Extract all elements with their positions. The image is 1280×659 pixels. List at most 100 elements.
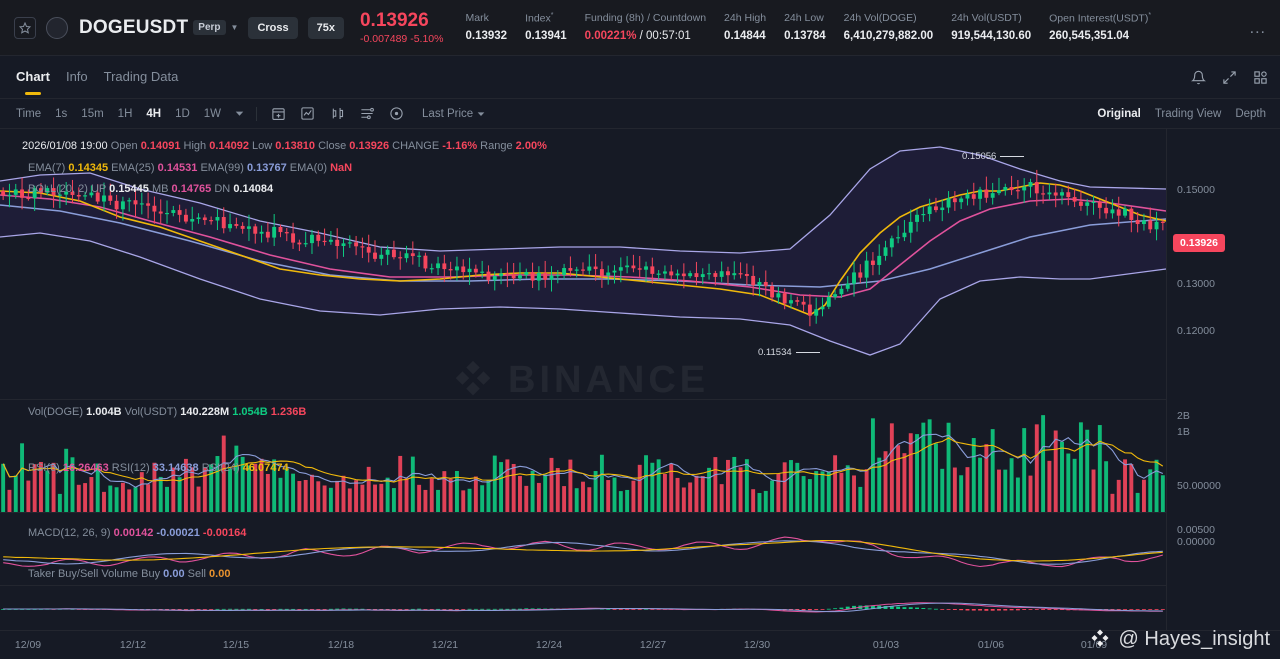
stat-label: Mark	[465, 11, 489, 24]
high-annotation-text: 0.15056	[962, 151, 997, 162]
interval-1h[interactable]: 1H	[117, 107, 133, 120]
chevron-down-icon[interactable]	[235, 109, 244, 118]
info-asterisk-icon: *	[1148, 11, 1152, 19]
macd-dif-value: 0.00142	[113, 527, 154, 539]
favorite-star-icon[interactable]	[14, 16, 36, 39]
macd-plot	[1, 602, 1165, 613]
chart-area[interactable]: BINANCE	[0, 129, 1280, 659]
price-source-selector[interactable]: Last Price	[422, 108, 485, 120]
pair-dropdown-chevron-down-icon[interactable]: ▼	[230, 23, 239, 32]
price-axis[interactable]: 0.15000 0.13926 0.13000 0.12000 2B 1B 50…	[1166, 129, 1280, 632]
layout-grid-icon[interactable]	[1253, 70, 1268, 85]
view-depth[interactable]: Depth	[1235, 107, 1266, 120]
taker-label: Taker Buy/Sell Volume	[28, 568, 139, 580]
rsi12-line	[3, 540, 1163, 565]
change-pct: -5.10%	[410, 33, 444, 46]
time-tick: 12/09	[14, 639, 42, 651]
volume-legend: Vol(DOGE) 1.004B Vol(USDT) 140.228M 1.05…	[28, 406, 306, 418]
leverage-button[interactable]: 75x	[307, 16, 344, 39]
pair-name[interactable]: DOGEUSDT	[79, 16, 189, 38]
vol-doge-value: 1.004B	[86, 406, 122, 418]
change-label: CHANGE	[392, 140, 440, 152]
user-watermark: @ Hayes_insight	[1088, 627, 1270, 651]
boll-dn-label: DN	[214, 183, 231, 195]
boll-upper-line	[0, 146, 1166, 254]
tab-chart[interactable]: Chart	[16, 68, 50, 84]
range-value: 2.00%	[515, 140, 547, 152]
time-tick: 12/24	[535, 639, 563, 651]
time-tick: 12/27	[639, 639, 667, 651]
settings-sliders-icon[interactable]	[359, 106, 375, 121]
user-watermark-text: @ Hayes_insight	[1118, 627, 1270, 650]
stat-mark: Mark 0.13932	[465, 12, 507, 44]
current-price-badge: 0.13926	[1173, 234, 1225, 252]
more-options-icon[interactable]: ...	[1249, 20, 1266, 37]
boll-legend: BOLL(20, 2) UP 0.15445 MB 0.14765 DN 0.1…	[28, 183, 273, 195]
stat-24h-vol-doge: 24h Vol(DOGE) 6,410,279,882.00	[844, 12, 934, 44]
line-chart-icon[interactable]	[300, 106, 315, 121]
view-trading-view[interactable]: Trading View	[1154, 107, 1222, 120]
ema99-label: EMA(99)	[200, 162, 244, 174]
stat-label: Open Interest(USDT)*	[1049, 11, 1152, 25]
range-label: Range	[480, 140, 513, 152]
pane-divider	[0, 512, 1166, 513]
vol-ma2-value: 1.236B	[270, 406, 307, 418]
time-axis[interactable]: 12/09 12/12 12/15 12/18 12/21 12/24 12/2…	[0, 630, 1280, 659]
boll-up-value: 0.15445	[109, 183, 149, 195]
macd-tick: 0.00000	[1177, 536, 1215, 548]
macd-dea-value: -0.00021	[156, 527, 200, 539]
vol-ma1-value: 1.054B	[232, 406, 268, 418]
interval-1w[interactable]: 1W	[203, 107, 222, 120]
interval-15m[interactable]: 15m	[81, 107, 104, 120]
change-value: -1.16%	[442, 140, 478, 152]
time-tick: 01/03	[872, 639, 900, 651]
tab-trading-data[interactable]: Trading Data	[103, 68, 179, 84]
boll-label: BOLL(20, 2)	[28, 183, 88, 195]
taker-buy-label: Buy	[141, 568, 161, 580]
time-tick: 12/12	[119, 639, 147, 651]
interval-1s[interactable]: 1s	[55, 107, 68, 120]
ema7-label: EMA(7)	[28, 162, 66, 174]
view-original[interactable]: Original	[1097, 107, 1141, 120]
high-label: High	[183, 140, 207, 152]
interval-4h[interactable]: 4H	[146, 107, 162, 120]
stat-value: 0.13784	[784, 29, 826, 42]
chart-toolbar: Time 1s 15m 1H 4H 1D 1W	[0, 99, 1280, 129]
boll-band-fill	[0, 147, 1166, 355]
macd-label: MACD(12, 26, 9)	[28, 527, 111, 539]
chevron-down-icon	[477, 111, 485, 116]
margin-mode-button[interactable]: Cross	[248, 16, 298, 39]
countdown: / 00:57:01	[636, 29, 691, 42]
candlestick-plot[interactable]	[0, 129, 1166, 399]
rsi-plot	[3, 536, 1163, 568]
indicators-icon[interactable]	[329, 106, 345, 121]
stat-label: 24h Vol(DOGE)	[843, 11, 917, 24]
ema25-value: 0.14531	[157, 162, 198, 174]
boll-up-label: UP	[90, 183, 107, 195]
fullscreen-icon[interactable]	[1222, 70, 1237, 85]
toolbar-divider	[256, 106, 258, 121]
rsi-tick: 50.00000	[1177, 480, 1221, 492]
low-annotation: 0.11534	[758, 347, 820, 358]
stat-value: 0.13932	[465, 29, 508, 42]
price-tick: 0.12000	[1177, 325, 1215, 337]
high-annotation: 0.15056	[962, 151, 1025, 162]
boll-mb-label: MB	[151, 183, 169, 195]
binance-logo-icon	[1091, 629, 1109, 647]
calendar-plus-icon[interactable]	[271, 106, 286, 121]
time-tick: 12/21	[431, 639, 459, 651]
stat-value: 0.13941	[525, 30, 567, 43]
volume-bars-group	[1, 415, 1165, 512]
pane-divider	[0, 399, 1166, 400]
bell-icon[interactable]	[1191, 70, 1206, 85]
stat-24h-low: 24h Low 0.13784	[784, 12, 826, 44]
interval-1d[interactable]: 1D	[175, 107, 190, 120]
last-price: 0.13926	[359, 9, 429, 31]
ohlc-legend: 2026/01/08 19:00 Open 0.14091 High 0.140…	[22, 140, 547, 152]
tab-info[interactable]: Info	[65, 68, 88, 84]
fx-circle-icon[interactable]	[389, 106, 404, 121]
rsi24-value: 46.07474	[242, 462, 289, 474]
rsi24-line	[3, 539, 1163, 562]
ema-legend: EMA(7) 0.14345 EMA(25) 0.14531 EMA(99) 0…	[28, 162, 352, 174]
